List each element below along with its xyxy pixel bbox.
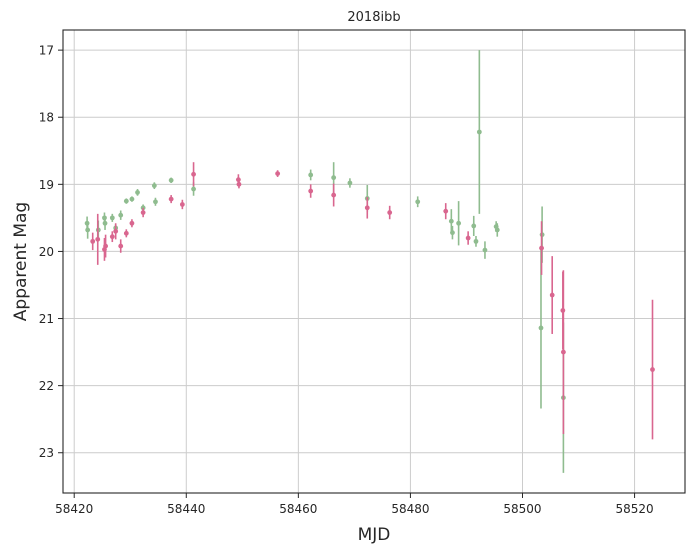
y-tick-label: 18 [39,111,54,125]
data-point [387,210,393,215]
data-point [494,227,500,233]
x-tick-label: 58480 [391,502,429,516]
data-point [140,210,146,215]
plot-area-frame [62,29,686,494]
data-point [151,183,157,189]
data-point [109,234,115,240]
data-point [450,230,455,236]
data-point [308,172,314,178]
data-point [347,180,353,186]
y-tick-label: 17 [39,44,54,58]
x-tick-label: 58440 [167,502,205,516]
data-point [650,367,655,372]
data-point [471,223,477,229]
chart-title: 2018ibb [347,10,400,25]
data-point [103,243,108,249]
data-point [129,220,135,226]
data-point [191,186,196,192]
x-tick-label: 58420 [55,502,93,516]
y-tick-label: 19 [39,178,54,192]
data-point [191,171,196,177]
data-point [473,238,479,244]
data-point [85,227,91,233]
y-tick-label: 21 [39,312,54,326]
data-point [465,235,471,241]
data-point [95,236,101,242]
x-axis-label: MJD [358,525,391,545]
y-tick-label: 23 [39,446,54,460]
data-point [168,177,174,183]
data-point [539,245,544,251]
data-point [415,199,421,205]
data-point [90,238,96,244]
data-point [561,349,566,355]
series-2 [90,162,655,440]
data-point [308,188,314,194]
data-point [135,189,140,195]
y-tick-label: 20 [39,245,54,259]
data-point [364,205,370,211]
data-point [109,215,115,221]
data-point [179,202,185,207]
data-point [476,129,482,135]
data-point [482,247,488,253]
x-tick-label: 58520 [615,502,653,516]
data-point [236,181,242,187]
data-point [443,208,449,214]
data-point [331,192,337,198]
data-point [118,243,124,249]
grid-lines [63,30,685,493]
data-point [123,198,129,204]
axis-ticks: 58420 58440 58460 58480 58500 58520 17 18 19 20 21… [39,44,654,516]
data-point [129,196,135,202]
data-point [123,230,129,236]
data-point [549,292,555,298]
data-point [448,218,454,224]
data-point [102,220,108,226]
data-point [331,175,337,181]
data-point [168,196,174,202]
x-tick-label: 58500 [503,502,541,516]
data-point [118,212,124,218]
data-point [275,171,281,176]
data-point [456,220,462,226]
data-marks [84,50,655,473]
data-point [113,228,119,234]
y-axis-label: Apparent Mag [11,202,31,321]
y-tick-label: 22 [39,379,54,393]
series-1 [84,50,566,473]
x-tick-label: 58460 [279,502,317,516]
data-point [538,325,544,331]
data-point [153,199,158,205]
